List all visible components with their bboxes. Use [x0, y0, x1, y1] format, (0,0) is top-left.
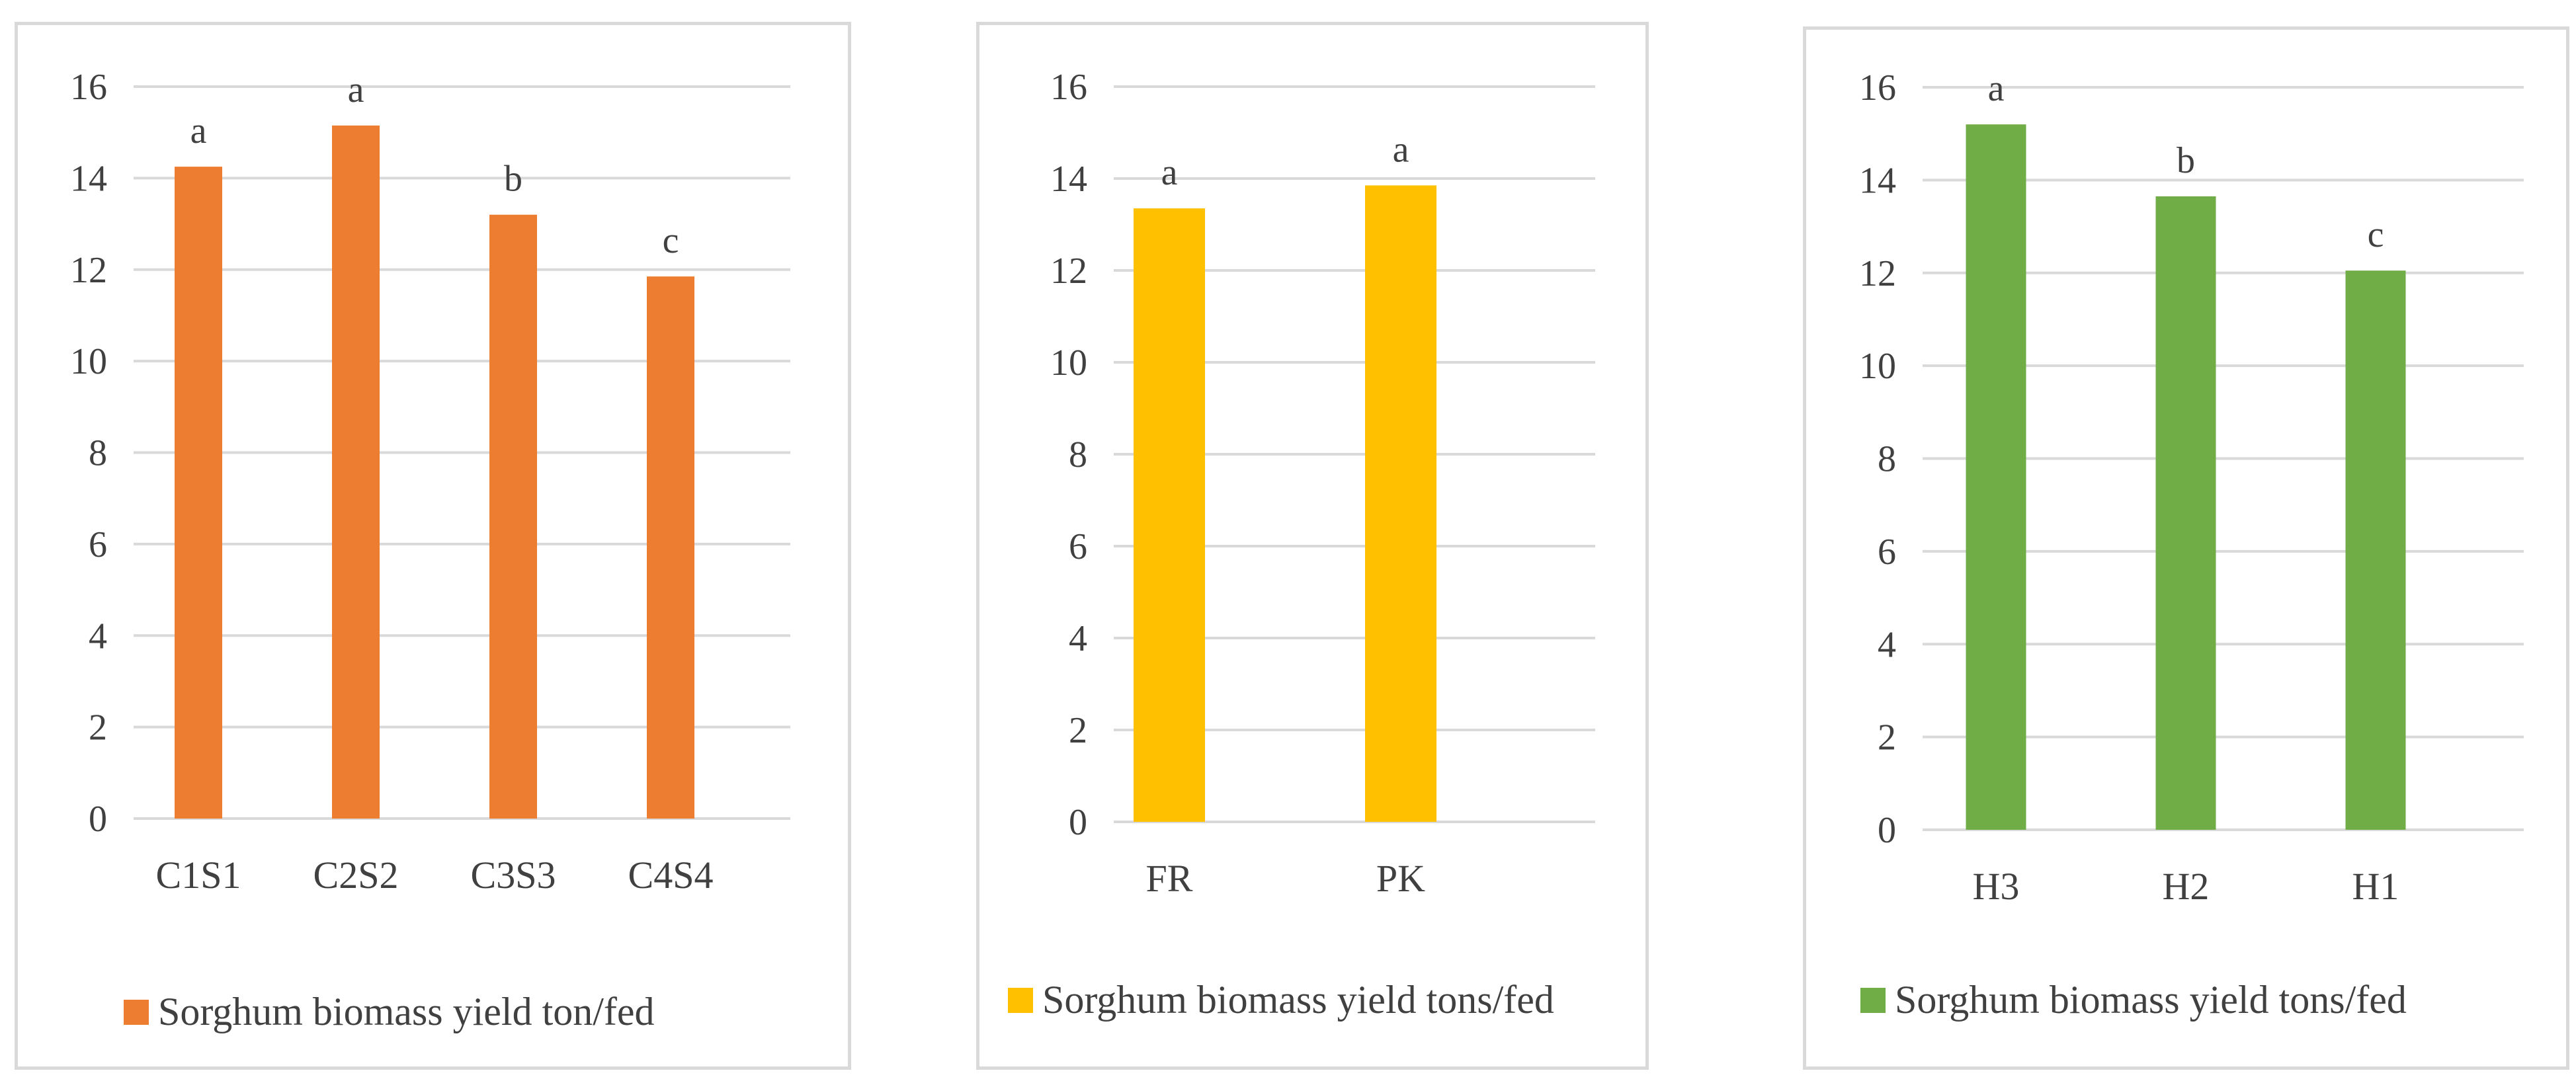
bar — [2155, 196, 2216, 830]
legend-methods: Sorghum biomass yield tons/fed — [1008, 977, 1554, 1023]
x-category-label: H2 — [2163, 865, 2210, 908]
bar — [647, 276, 694, 819]
x-category-label: C2S2 — [313, 854, 399, 897]
data-label: a — [1393, 129, 1409, 170]
bar — [2345, 270, 2406, 830]
legend-label: Sorghum biomass yield ton/fed — [158, 990, 655, 1033]
chart-plot-methods: 0 2 4 6 8 10 12 14 16 a FR a PK — [1050, 67, 1595, 900]
y-tick-label: 6 — [1069, 526, 1087, 567]
x-category-label: FR — [1146, 857, 1193, 900]
chart-panel-treatments: 0 2 4 6 8 10 12 14 16 a C1S1 a C2S2 b C3S3 c C4S4 Sorghu… — [15, 22, 851, 1070]
y-tick-label: 10 — [1859, 346, 1896, 387]
y-tick-label: 16 — [70, 67, 107, 108]
x-category-label: H1 — [2352, 865, 2399, 908]
y-tick-label: 4 — [1878, 624, 1896, 665]
y-tick-label: 0 — [1878, 810, 1896, 851]
y-tick-label: 0 — [89, 799, 107, 840]
data-label: c — [2368, 214, 2384, 255]
bar — [175, 167, 222, 819]
data-label: a — [190, 110, 207, 151]
y-tick-label: 2 — [1069, 710, 1087, 751]
y-tick-label: 12 — [70, 250, 107, 291]
bar — [1134, 208, 1205, 822]
bar — [1365, 185, 1436, 822]
data-label: c — [663, 220, 679, 261]
y-tick-label: 2 — [1878, 717, 1896, 758]
legend-harvest: Sorghum biomass yield tons/fed — [1860, 977, 2407, 1023]
y-tick-label: 2 — [89, 707, 107, 748]
y-tick-label: 16 — [1859, 67, 1896, 108]
y-tick-label: 6 — [1878, 532, 1896, 573]
data-label: a — [1161, 152, 1178, 193]
data-label: a — [1988, 68, 2005, 109]
x-category-label: C3S3 — [471, 854, 556, 897]
y-tick-label: 12 — [1859, 253, 1896, 294]
bar — [1966, 124, 2026, 830]
legend-swatch — [1860, 987, 1886, 1013]
y-tick-label: 14 — [1859, 160, 1896, 201]
data-label: a — [348, 69, 364, 110]
legend-treatments: Sorghum biomass yield ton/fed — [124, 989, 655, 1035]
y-tick-label: 10 — [1050, 342, 1087, 383]
x-category-label: H3 — [1973, 865, 2020, 908]
y-tick-label: 14 — [70, 158, 107, 199]
y-tick-label: 12 — [1050, 251, 1087, 292]
y-tick-label: 4 — [89, 616, 107, 657]
data-label: b — [2177, 140, 2195, 181]
chart-panel-harvest: 0 2 4 6 8 10 12 14 16 a H3 b H2 c H1 Sorghum biomass y… — [1803, 26, 2569, 1070]
chart-plot-treatments: 0 2 4 6 8 10 12 14 16 a C1S1 a C2S2 b C3S3 c C4S4 — [70, 67, 790, 897]
y-tick-label: 10 — [70, 341, 107, 382]
x-category-label: C4S4 — [628, 854, 714, 897]
y-tick-label: 0 — [1069, 802, 1087, 843]
x-category-label: PK — [1376, 857, 1425, 900]
y-tick-label: 14 — [1050, 159, 1087, 200]
bar — [489, 214, 537, 819]
y-tick-label: 16 — [1050, 67, 1087, 108]
y-tick-label: 6 — [89, 524, 107, 565]
y-tick-label: 8 — [1069, 434, 1087, 475]
chart-panel-methods: 0 2 4 6 8 10 12 14 16 a FR a PK Sorghum biomass yiel… — [976, 22, 1649, 1070]
chart-plot-harvest: 0 2 4 6 8 10 12 14 16 a H3 b H2 c H1 — [1859, 67, 2524, 908]
legend-label: Sorghum biomass yield tons/fed — [1895, 978, 2407, 1022]
y-tick-label: 8 — [89, 433, 107, 474]
legend-swatch — [1008, 987, 1033, 1013]
legend-swatch — [124, 999, 149, 1025]
y-tick-label: 8 — [1878, 439, 1896, 480]
data-label: b — [504, 159, 522, 200]
bar — [332, 125, 380, 819]
x-category-label: C1S1 — [156, 854, 241, 897]
legend-label: Sorghum biomass yield tons/fed — [1042, 978, 1554, 1022]
y-tick-label: 4 — [1069, 618, 1087, 659]
